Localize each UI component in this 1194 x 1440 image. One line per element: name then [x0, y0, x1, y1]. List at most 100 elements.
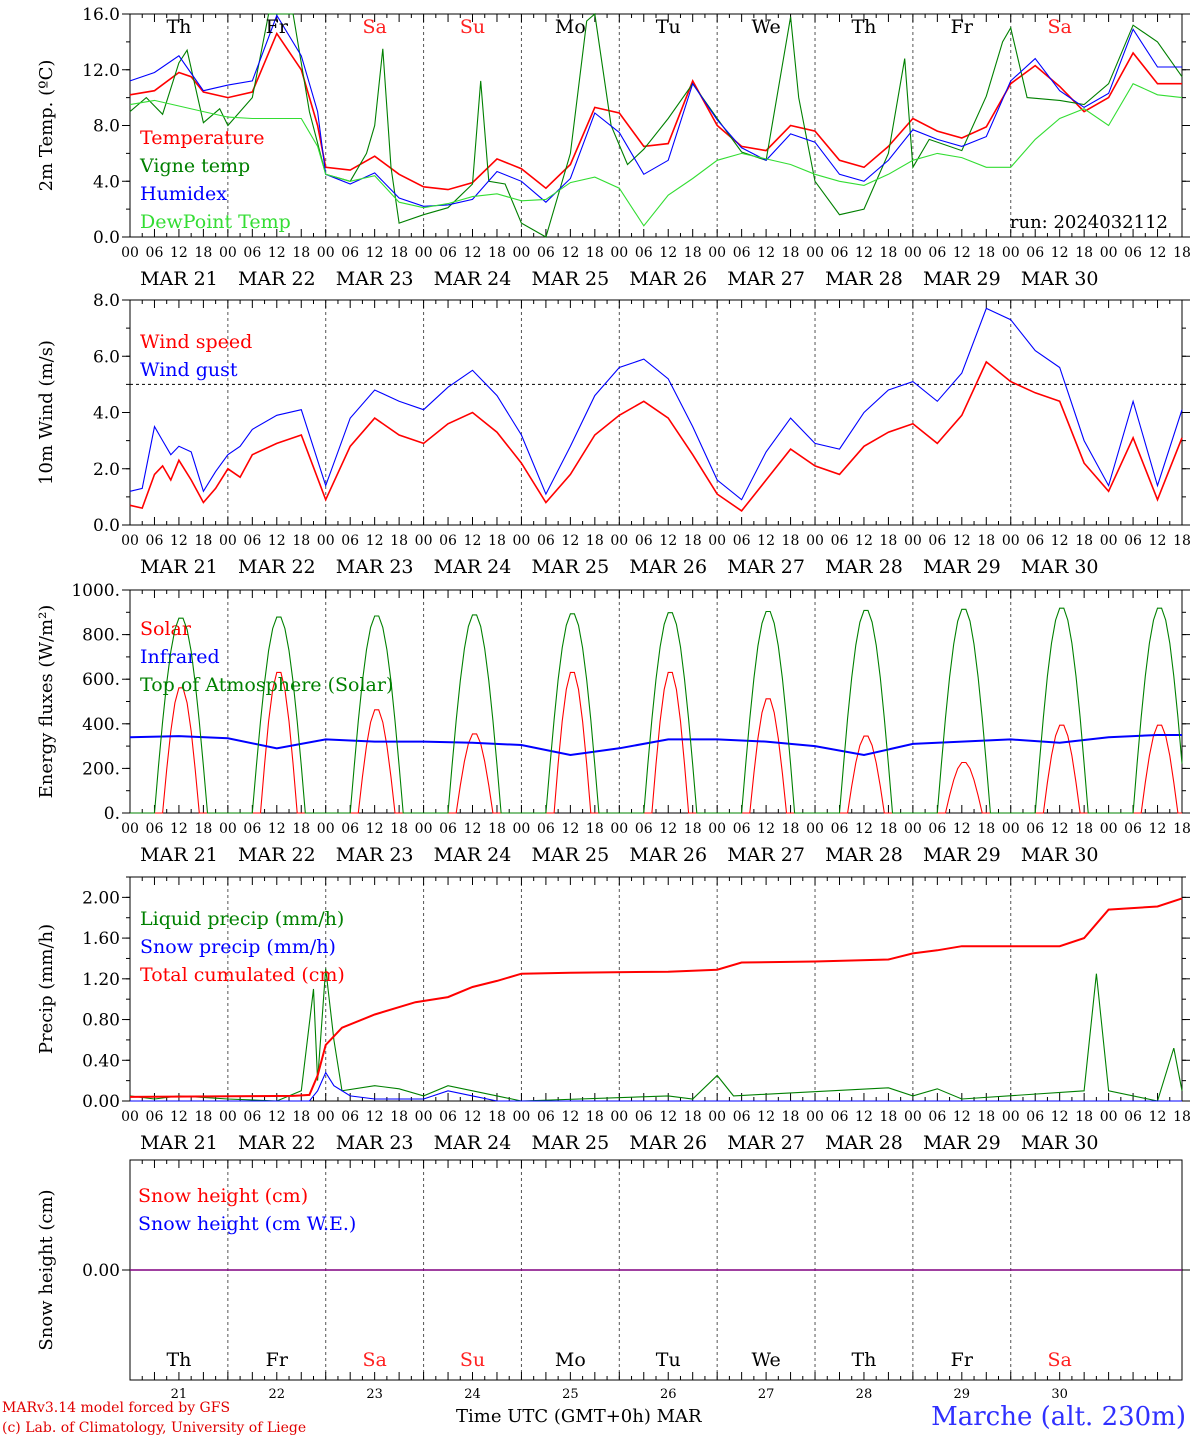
x-hour-label: 18: [292, 1109, 310, 1125]
x-hour-label: 06: [243, 821, 261, 837]
weekday-label-top: Mo: [555, 16, 586, 38]
x-hour-label: 18: [880, 245, 898, 261]
weekday-label-top: Su: [460, 16, 485, 38]
y-axis-label: 2m Temp. (ºC): [36, 60, 57, 192]
day-number-label: 25: [562, 1387, 579, 1402]
x-hour-label: 12: [268, 1109, 286, 1125]
x-date-label: MAR 27: [727, 844, 805, 866]
y-tick-label: 0.40: [82, 1051, 120, 1071]
x-hour-label: 18: [488, 533, 506, 549]
x-hour-label: 06: [1026, 1109, 1044, 1125]
x-hour-label: 18: [977, 1109, 995, 1125]
x-date-label: MAR 25: [532, 556, 610, 578]
weekday-label-top: Tu: [656, 16, 681, 38]
x-hour-label: 06: [439, 245, 457, 261]
x-date-label: MAR 28: [825, 844, 903, 866]
legend-entry: Snow precip (mm/h): [140, 936, 336, 958]
x-hour-label: 12: [561, 533, 579, 549]
x-hour-label: 06: [635, 245, 653, 261]
x-date-label: MAR 24: [434, 1132, 512, 1154]
x-date-label: MAR 24: [434, 844, 512, 866]
x-hour-label: 06: [928, 821, 946, 837]
x-hour-label: 00: [219, 1109, 237, 1125]
weekday-label-bottom: Th: [851, 1349, 876, 1371]
x-hour-label: 00: [1002, 821, 1020, 837]
x-hour-label: 00: [317, 1109, 335, 1125]
x-hour-label: 18: [977, 821, 995, 837]
x-hour-label: 06: [1026, 533, 1044, 549]
day-number-label: 26: [660, 1387, 677, 1402]
x-hour-label: 12: [855, 533, 873, 549]
x-hour-label: 06: [537, 821, 555, 837]
x-hour-label: 12: [464, 821, 482, 837]
x-hour-label: 12: [659, 821, 677, 837]
x-hour-label: 00: [415, 533, 433, 549]
x-hour-label: 06: [1124, 1109, 1142, 1125]
y-tick-label: 0.00: [82, 1261, 120, 1281]
x-hour-label: 12: [170, 245, 188, 261]
x-hour-label: 18: [194, 1109, 212, 1125]
x-hour-label: 06: [439, 1109, 457, 1125]
x-hour-label: 12: [561, 821, 579, 837]
x-hour-label: 06: [1124, 533, 1142, 549]
x-date-label: MAR 24: [434, 556, 512, 578]
y-tick-label: 0.00: [82, 1092, 120, 1112]
x-hour-label: 12: [757, 821, 775, 837]
x-hour-label: 00: [904, 821, 922, 837]
run-label: run: 2024032112: [1010, 212, 1168, 233]
y-tick-label: 200.: [82, 759, 120, 779]
x-date-label: MAR 26: [629, 556, 707, 578]
x-hour-label: 06: [1124, 245, 1142, 261]
x-hour-label: 12: [855, 1109, 873, 1125]
x-hour-label: 06: [928, 1109, 946, 1125]
x-hour-label: 06: [635, 821, 653, 837]
x-hour-label: 00: [1100, 245, 1118, 261]
x-hour-label: 06: [831, 245, 849, 261]
x-date-label: MAR 25: [532, 1132, 610, 1154]
x-hour-label: 12: [953, 1109, 971, 1125]
x-hour-label: 18: [488, 245, 506, 261]
x-hour-label: 12: [561, 1109, 579, 1125]
x-hour-label: 18: [194, 245, 212, 261]
x-date-label: MAR 23: [336, 268, 414, 290]
x-hour-label: 18: [880, 1109, 898, 1125]
x-hour-label: 18: [880, 533, 898, 549]
x-date-label: MAR 25: [532, 844, 610, 866]
lab-credit: (c) Lab. of Climatology, University of L…: [2, 1420, 307, 1436]
x-hour-label: 12: [268, 533, 286, 549]
x-hour-label: 18: [1075, 821, 1093, 837]
x-hour-label: 00: [415, 245, 433, 261]
x-hour-label: 18: [684, 533, 702, 549]
weekday-label-top: Th: [851, 16, 876, 38]
x-hour-label: 00: [708, 533, 726, 549]
y-tick-label: 8.0: [93, 291, 120, 311]
x-hour-label: 00: [610, 245, 628, 261]
x-date-label: MAR 30: [1021, 556, 1099, 578]
x-hour-label: 18: [684, 821, 702, 837]
x-hour-label: 18: [1173, 821, 1191, 837]
legend-entry: DewPoint Temp: [140, 211, 291, 233]
x-hour-label: 12: [366, 533, 384, 549]
legend-entry: Liquid precip (mm/h): [140, 908, 344, 930]
y-tick-label: 6.0: [93, 347, 120, 367]
x-hour-label: 18: [1075, 1109, 1093, 1125]
x-date-label: MAR 21: [140, 844, 218, 866]
x-hour-label: 00: [415, 1109, 433, 1125]
x-date-label: MAR 29: [923, 844, 1001, 866]
day-number-label: 22: [269, 1387, 286, 1402]
x-date-label: MAR 26: [629, 268, 707, 290]
x-date-label: MAR 26: [629, 844, 707, 866]
weekday-label-top: Sa: [1048, 16, 1072, 38]
x-date-label: MAR 28: [825, 268, 903, 290]
x-hour-label: 00: [219, 821, 237, 837]
x-hour-label: 00: [610, 821, 628, 837]
x-hour-label: 12: [1149, 245, 1167, 261]
x-hour-label: 06: [635, 533, 653, 549]
x-hour-label: 06: [928, 533, 946, 549]
x-hour-label: 00: [317, 245, 335, 261]
x-date-label: MAR 26: [629, 1132, 707, 1154]
weekday-label-top: Sa: [362, 16, 386, 38]
y-axis-label: Energy fluxes (W/m²): [36, 605, 57, 799]
x-hour-label: 06: [439, 533, 457, 549]
